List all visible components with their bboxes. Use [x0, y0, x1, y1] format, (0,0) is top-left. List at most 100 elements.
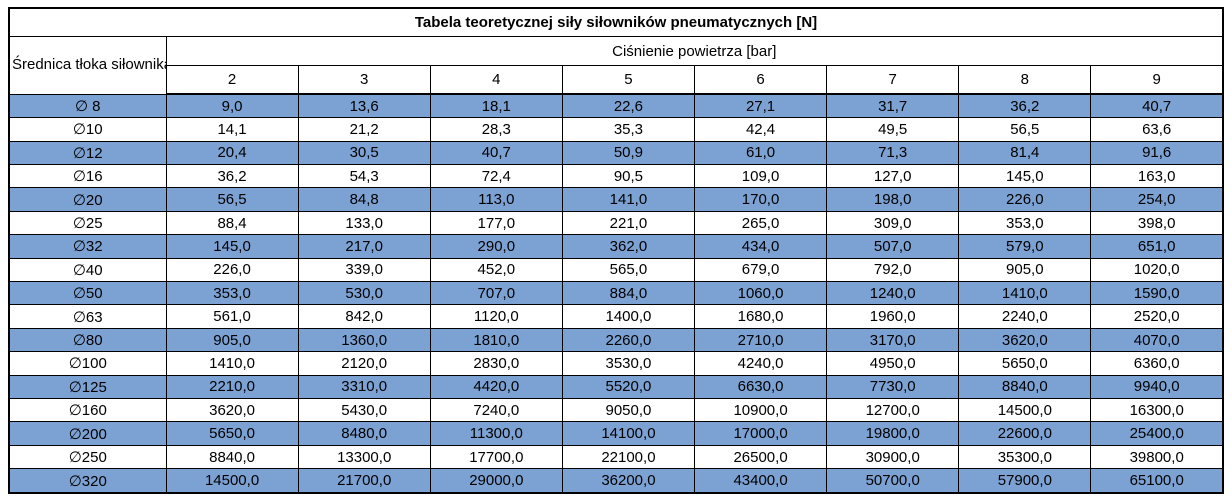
- force-value-cell: 792,0: [826, 257, 960, 283]
- force-value-cell: 198,0: [826, 187, 960, 212]
- force-value-cell: 2210,0: [165, 374, 299, 400]
- force-value-cell: 36,2: [165, 163, 299, 189]
- table-row: ∅25 88,4 133,0 177,0 221,0 265,0 309,0 353,0 398…: [8, 210, 1224, 236]
- table-row: ∅50 353,0 530,0 707,0 884,0 1060,0 1240,0 1410,…: [8, 281, 1224, 306]
- force-value-cell: 353,0: [958, 210, 1092, 236]
- force-value-cell: 39800,0: [1090, 444, 1224, 470]
- table-row: ∅12 20,4 30,5 40,7 50,9 61,0 71,3 81,4 91,6: [8, 140, 1224, 165]
- force-value-cell: 61,0: [693, 140, 828, 165]
- force-value-cell: 8840,0: [958, 374, 1092, 400]
- pressure-group-row: Średnica tłoka siłownika Ciśnienie powie…: [8, 36, 1224, 95]
- force-value-cell: 17000,0: [693, 421, 828, 446]
- force-value-cell: 9050,0: [561, 398, 696, 423]
- force-value-cell: 9,0: [165, 93, 299, 119]
- force-value-cell: 579,0: [958, 234, 1092, 259]
- force-value-cell: 49,5: [826, 117, 960, 142]
- force-value-cell: 40,7: [1090, 93, 1224, 119]
- force-value-cell: 3170,0: [826, 327, 960, 353]
- force-value-cell: 36,2: [958, 93, 1092, 119]
- force-value-cell: 35,3: [561, 117, 696, 142]
- pressure-col-8: 8: [958, 64, 1092, 96]
- table-row: ∅63 561,0 842,0 1120,0 1400,0 1680,0 1960,0 224…: [8, 304, 1224, 329]
- force-value-cell: 56,5: [958, 117, 1092, 142]
- diameter-cell: ∅250: [8, 444, 167, 470]
- force-value-cell: 30900,0: [826, 444, 960, 470]
- force-value-cell: 884,0: [561, 281, 696, 306]
- force-value-cell: 141,0: [561, 187, 696, 212]
- force-value-cell: 5650,0: [165, 421, 299, 446]
- force-value-cell: 27,1: [693, 93, 828, 119]
- force-value-cell: 65100,0: [1090, 468, 1224, 494]
- force-value-cell: 8840,0: [165, 444, 299, 470]
- force-value-cell: 4950,0: [826, 351, 960, 376]
- force-value-cell: 4420,0: [429, 374, 563, 400]
- force-value-cell: 56,5: [165, 187, 299, 212]
- table-row: ∅250 8840,0 13300,0 17700,0 22100,0 26500,0 30…: [8, 444, 1224, 470]
- force-value-cell: 339,0: [297, 257, 431, 283]
- pneumatic-force-table: Tabela teoretycznej siły siłowników pneu…: [8, 7, 1224, 494]
- force-value-cell: 290,0: [429, 234, 563, 259]
- diameter-cell: ∅200: [8, 421, 167, 446]
- force-value-cell: 221,0: [561, 210, 696, 236]
- force-value-cell: 11300,0: [429, 421, 563, 446]
- table-row: ∅ 8 9,0 13,6 18,1 22,6 27,1 31,7 36,2 40,7: [8, 93, 1224, 119]
- diameter-cell: ∅25: [8, 210, 167, 236]
- force-value-cell: 35300,0: [958, 444, 1092, 470]
- force-value-cell: 40,7: [429, 140, 563, 165]
- force-value-cell: 1400,0: [561, 304, 696, 329]
- force-value-cell: 2710,0: [693, 327, 828, 353]
- force-value-cell: 22100,0: [561, 444, 696, 470]
- force-value-cell: 353,0: [165, 281, 299, 306]
- force-value-cell: 226,0: [165, 257, 299, 283]
- force-value-cell: 362,0: [561, 234, 696, 259]
- force-value-cell: 309,0: [826, 210, 960, 236]
- force-value-cell: 226,0: [958, 187, 1092, 212]
- force-value-cell: 2830,0: [429, 351, 563, 376]
- force-value-cell: 13300,0: [297, 444, 431, 470]
- force-value-cell: 1680,0: [693, 304, 828, 329]
- diameter-cell: ∅32: [8, 234, 167, 259]
- force-value-cell: 1590,0: [1090, 281, 1224, 306]
- table-row: ∅10 14,1 21,2 28,3 35,3 42,4 49,5 56,5 63,6: [8, 117, 1224, 142]
- force-value-cell: 30,5: [297, 140, 431, 165]
- pressure-col-9: 9: [1090, 64, 1224, 96]
- diameter-cell: ∅10: [8, 117, 167, 142]
- pressure-group-header: Ciśnienie powietrza [bar]: [165, 36, 1224, 66]
- pressure-col-6: 6: [693, 64, 828, 96]
- force-value-cell: 88,4: [165, 210, 299, 236]
- force-value-cell: 177,0: [429, 210, 563, 236]
- force-value-cell: 2260,0: [561, 327, 696, 353]
- force-value-cell: 21,2: [297, 117, 431, 142]
- force-value-cell: 145,0: [165, 234, 299, 259]
- force-value-cell: 2520,0: [1090, 304, 1224, 329]
- pressure-col-4: 4: [429, 64, 563, 96]
- force-value-cell: 50700,0: [826, 468, 960, 494]
- diameter-cell: ∅20: [8, 187, 167, 212]
- force-value-cell: 81,4: [958, 140, 1092, 165]
- force-value-cell: 54,3: [297, 163, 431, 189]
- force-value-cell: 905,0: [958, 257, 1092, 283]
- force-value-cell: 170,0: [693, 187, 828, 212]
- table-row: ∅100 1410,0 2120,0 2830,0 3530,0 4240,0 4950,0…: [8, 351, 1224, 376]
- force-value-cell: 31,7: [826, 93, 960, 119]
- force-value-cell: 4240,0: [693, 351, 828, 376]
- force-value-cell: 2120,0: [297, 351, 431, 376]
- force-value-cell: 5520,0: [561, 374, 696, 400]
- force-value-cell: 3620,0: [165, 398, 299, 423]
- force-value-cell: 109,0: [693, 163, 828, 189]
- force-value-cell: 707,0: [429, 281, 563, 306]
- force-value-cell: 905,0: [165, 327, 299, 353]
- force-value-cell: 1020,0: [1090, 257, 1224, 283]
- force-value-cell: 217,0: [297, 234, 431, 259]
- table-row: ∅320 14500,0 21700,0 29000,0 36200,0 43400,0 5…: [8, 468, 1224, 494]
- force-value-cell: 22600,0: [958, 421, 1092, 446]
- force-value-cell: 7730,0: [826, 374, 960, 400]
- force-value-cell: 452,0: [429, 257, 563, 283]
- force-value-cell: 91,6: [1090, 140, 1224, 165]
- force-value-cell: 561,0: [165, 304, 299, 329]
- diameter-cell: ∅160: [8, 398, 167, 423]
- force-value-cell: 133,0: [297, 210, 431, 236]
- force-value-cell: 63,6: [1090, 117, 1224, 142]
